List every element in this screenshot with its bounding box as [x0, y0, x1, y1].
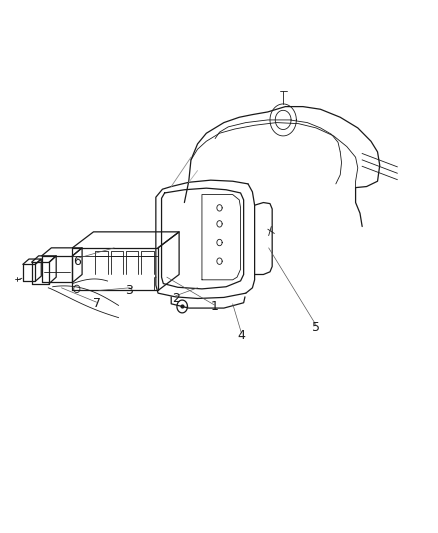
- Text: 3: 3: [125, 284, 133, 297]
- Text: 1: 1: [210, 300, 218, 313]
- Text: 6: 6: [73, 255, 81, 268]
- Text: 7: 7: [92, 297, 100, 310]
- Text: 2: 2: [171, 292, 179, 305]
- Text: 5: 5: [311, 321, 319, 334]
- Text: 4: 4: [237, 329, 245, 342]
